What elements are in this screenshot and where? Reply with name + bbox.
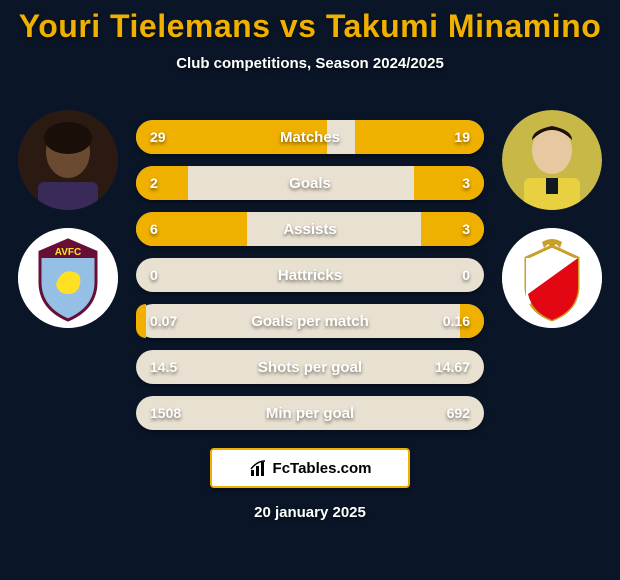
stat-bar-right xyxy=(414,166,484,200)
stat-value-left: 2 xyxy=(150,175,158,191)
stat-label: Goals xyxy=(289,175,331,192)
stat-bar-left xyxy=(136,304,146,338)
stat-label: Min per goal xyxy=(266,405,354,422)
stat-value-right: 0.16 xyxy=(443,313,470,329)
stat-value-right: 0 xyxy=(462,267,470,283)
stat-row: 0.07 0.16 Goals per match xyxy=(136,304,484,338)
aston-villa-crest-icon: AVFC xyxy=(18,228,118,328)
right-club-crest xyxy=(502,228,602,328)
right-player-avatar xyxy=(502,110,602,210)
stat-value-left: 0.07 xyxy=(150,313,177,329)
date-text: 20 january 2025 xyxy=(0,504,620,521)
stat-value-left: 1508 xyxy=(150,405,181,421)
fctables-badge[interactable]: FcTables.com xyxy=(210,448,410,488)
stat-value-left: 29 xyxy=(150,129,166,145)
left-player-column: AVFC xyxy=(8,110,128,328)
stat-label: Goals per match xyxy=(251,313,369,330)
comparison-card: Youri Tielemans vs Takumi Minamino Club … xyxy=(0,0,620,580)
stats-table: 29 19 Matches 2 3 Goals 6 3 Assists 0 0 Hattricks 0.… xyxy=(136,120,484,430)
svg-text:AVFC: AVFC xyxy=(55,247,81,258)
stat-value-right: 692 xyxy=(447,405,470,421)
stat-value-right: 14.67 xyxy=(435,359,470,375)
stat-row: 1508 692 Min per goal xyxy=(136,396,484,430)
stat-row: 2 3 Goals xyxy=(136,166,484,200)
stat-label: Assists xyxy=(283,221,336,238)
stat-label: Matches xyxy=(280,129,340,146)
as-monaco-crest-icon xyxy=(502,228,602,328)
left-player-placeholder-icon xyxy=(18,110,118,210)
stat-bar-left xyxy=(136,166,188,200)
left-club-crest: AVFC xyxy=(18,228,118,328)
stat-label: Hattricks xyxy=(278,267,342,284)
stat-row: 29 19 Matches xyxy=(136,120,484,154)
stat-value-right: 3 xyxy=(462,175,470,191)
right-player-column xyxy=(492,110,612,328)
stat-label: Shots per goal xyxy=(258,359,362,376)
fctables-text: FcTables.com xyxy=(273,460,372,477)
stat-value-right: 3 xyxy=(462,221,470,237)
stat-value-left: 6 xyxy=(150,221,158,237)
stat-row: 14.5 14.67 Shots per goal xyxy=(136,350,484,384)
left-player-avatar xyxy=(18,110,118,210)
stat-row: 0 0 Hattricks xyxy=(136,258,484,292)
subtitle: Club competitions, Season 2024/2025 xyxy=(0,55,620,72)
stat-value-left: 14.5 xyxy=(150,359,177,375)
stat-value-left: 0 xyxy=(150,267,158,283)
stat-bar-right xyxy=(421,212,484,246)
right-player-placeholder-icon xyxy=(502,110,602,210)
stat-row: 6 3 Assists xyxy=(136,212,484,246)
stat-value-right: 19 xyxy=(454,129,470,145)
page-title: Youri Tielemans vs Takumi Minamino xyxy=(0,8,620,45)
fctables-logo-icon xyxy=(249,458,269,478)
